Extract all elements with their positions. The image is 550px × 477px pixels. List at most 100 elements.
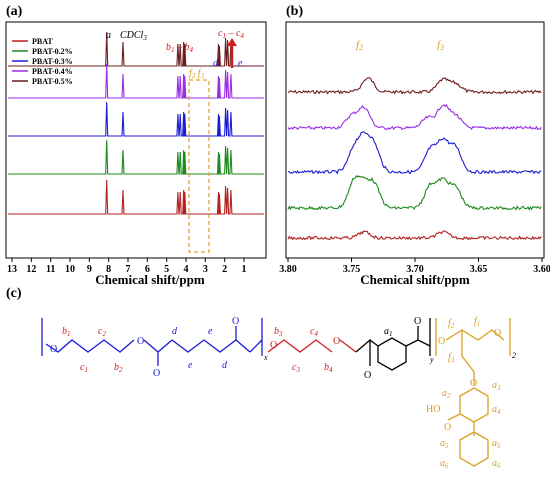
label-b4: b4 [324,362,333,374]
atom-o-7: O [364,370,371,381]
c-peak-arrowhead [227,38,237,46]
panel-a-x-axis-title: Chemical shift/ppm [95,272,205,287]
spectrum-a-1 [8,179,264,215]
label-d2: d [222,360,228,371]
atom-o-11: O [470,378,477,389]
label-c1: c1 [80,362,88,374]
peak-label-cdcl3: CDCl3 [120,30,147,42]
tick-label: 10 [65,264,75,275]
label-a5-left: a5 [440,438,449,450]
label-b3: b3 [274,326,283,338]
tick-label: 2 [222,264,227,275]
atom-o-4: O [232,316,239,327]
label-d1: d [172,326,178,337]
tick-label: 3.80 [279,264,297,275]
legend-label: PBAT [32,37,53,46]
label-a3: a3 [492,380,501,392]
atom-o-12: O [444,422,451,433]
tick-label: 8 [106,264,111,275]
label-a2: a2 [442,388,451,400]
tick-label: 9 [87,264,92,275]
legend-label: PBAT-0.4% [32,67,73,76]
spectrum-a-3 [8,101,264,137]
red-segment [267,339,357,353]
label-a6-left: a6 [440,458,449,470]
label-b2: b2 [114,362,123,374]
sub-2: 2 [512,351,516,360]
atom-o-8: O [414,316,421,327]
legend-label: PBAT-0.2% [32,47,73,56]
panel-b-spectra [287,77,542,241]
label-a4: a4 [492,404,501,416]
peak-label-c1-c4: c1 – c4 [218,28,244,40]
label-b1: b1 [62,326,71,338]
peak-label-b1-b4: b1 – b4 [166,42,194,54]
peak-label-d: d [213,58,219,69]
tick-label: 3.60 [533,264,550,275]
spectrum-a-5 [8,31,264,67]
tick-label: 3.65 [470,264,488,275]
label-e2: e [188,360,193,371]
panel-c-label: (c) [6,286,22,301]
legend-label: PBAT-0.3% [32,57,73,66]
tick-label: 3.70 [406,264,424,275]
label-f1: f1 [474,316,480,328]
spectrum-b-2 [287,103,542,131]
blue-segment [41,318,263,366]
tick-label: 7 [126,264,131,275]
panel-b-frame [285,21,545,259]
tick-label: 6 [145,264,150,275]
orange-segment [435,318,511,467]
panel-b-x-axis-title: Chemical shift/ppm [360,272,470,287]
panel-c-structure: O O O O x O O O O a1 y [41,316,516,470]
spectrum-b-3 [287,131,542,175]
panel-b-label: (b) [286,4,304,19]
tick-label: 12 [26,264,36,275]
tick-label: 3.75 [343,264,361,275]
panel-a-frame [5,21,267,259]
label-ho: HO [426,404,440,415]
panel-b-label-f2: f2 [356,39,363,52]
label-f2: f2 [448,318,455,330]
spectrum-a-4 [8,63,264,99]
peak-label-f2-f3: f2 f3 [189,68,205,80]
atom-o-9: O [438,336,445,347]
label-c3: c3 [292,362,300,374]
f2-f3-highlight-box [188,79,210,253]
tick-label: 13 [7,264,17,275]
terephthalate-ring [355,326,431,371]
sub-y: y [429,355,434,364]
tick-label: 3 [203,264,208,275]
tick-label: 1 [242,264,247,275]
panel-b: f2 f3 3.80 3.75 3.70 3.65 3.60 Chemical shif… [279,21,550,287]
spectrum-b-5 [287,230,542,241]
panel-a-spectra [8,31,264,215]
label-f3: f3 [448,352,455,364]
atom-o-5: O [270,340,277,351]
atom-o-1: O [50,344,57,355]
panel-a: PBATPBAT-0.2%PBAT-0.3%PBAT-0.4%PBAT-0.5%… [5,21,267,287]
label-c4: c4 [310,326,318,338]
tick-label: 4 [184,264,189,275]
peak-label-e: e [238,58,243,69]
peak-label-a: a [106,30,111,41]
spectrum-b-4 [287,174,542,211]
spectrum-b-1 [287,77,542,95]
panel-a-label: (a) [6,4,23,19]
label-a1: a1 [384,326,393,338]
label-a5-right: a5 [492,438,501,450]
sub-x: x [263,353,268,362]
atom-o-2: O [137,336,144,347]
atom-o-10: O [494,328,501,339]
label-e1: e [208,326,213,337]
spectrum-a-2 [8,139,264,175]
label-a6-right: a6 [492,458,501,470]
panel-b-label-f3: f3 [437,39,444,52]
legend-label: PBAT-0.5% [32,77,73,86]
panel-b-x-ticks: 3.80 3.75 3.70 3.65 3.60 [279,258,550,275]
label-c2: c2 [98,326,106,338]
atom-o-3: O [153,368,160,379]
tick-label: 5 [164,264,169,275]
